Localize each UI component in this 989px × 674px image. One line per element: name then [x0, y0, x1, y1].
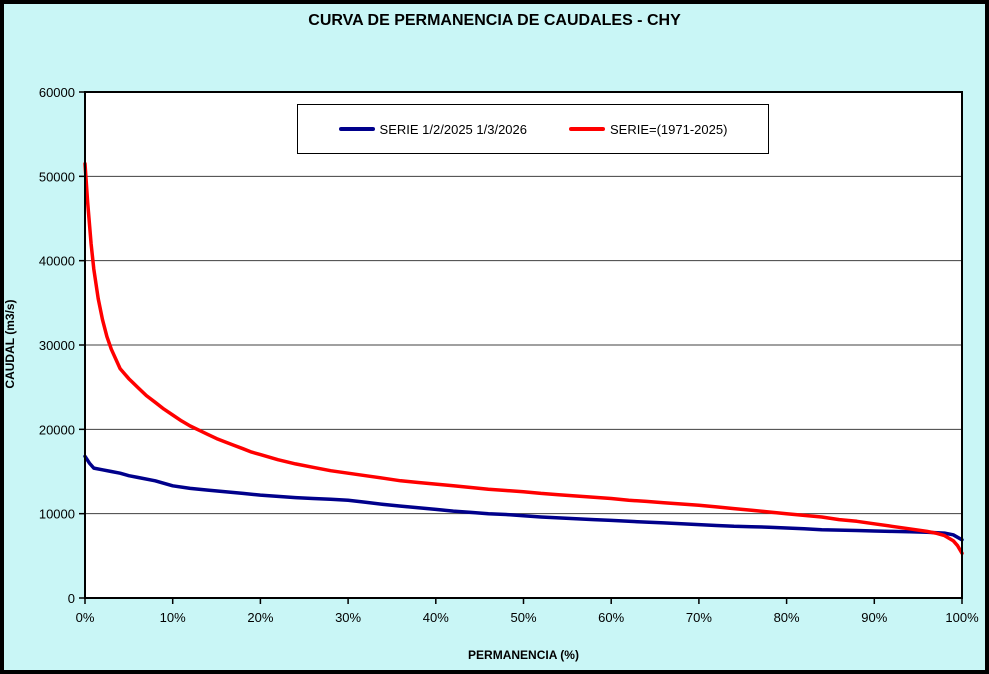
legend-entry: SERIE=(1971-2025) — [569, 122, 727, 137]
y-axis-title: CAUDAL (m3/s) — [3, 299, 17, 389]
x-tick-label: 40% — [423, 610, 449, 625]
chart-title: CURVA DE PERMANENCIA DE CAUDALES - CHY — [308, 12, 681, 29]
y-tick-label: 10000 — [39, 507, 75, 522]
x-tick-label: 20% — [247, 610, 273, 625]
series-line — [83, 454, 964, 542]
x-tick-label: 10% — [160, 610, 186, 625]
legend-line-sample — [569, 127, 605, 131]
x-tick-label: 80% — [774, 610, 800, 625]
legend: SERIE 1/2/2025 1/3/2026 SERIE=(1971-2025) — [297, 104, 769, 154]
y-tick-label: 30000 — [39, 338, 75, 353]
y-tick-label: 20000 — [39, 422, 75, 437]
x-tick-label: 60% — [598, 610, 624, 625]
x-tick-label: 50% — [510, 610, 536, 625]
legend-line-sample — [338, 127, 375, 131]
y-tick-label: 60000 — [39, 85, 75, 100]
y-tick-label: 40000 — [39, 254, 75, 269]
series-line — [83, 161, 964, 556]
x-tick-label: 100% — [945, 610, 979, 625]
x-tick-label: 30% — [335, 610, 361, 625]
y-tick-label: 0 — [68, 591, 75, 606]
legend-label: SERIE=(1971-2025) — [610, 121, 728, 137]
legend-label: SERIE 1/2/2025 1/3/2026 — [379, 121, 527, 137]
x-tick-label: 70% — [686, 610, 712, 625]
legend-entry: SERIE 1/2/2025 1/3/2026 — [338, 121, 527, 137]
plot-border — [84, 91, 963, 599]
y-tick-label: 50000 — [39, 169, 75, 184]
x-tick-label: 90% — [861, 610, 887, 625]
x-tick-label: 0% — [76, 610, 95, 625]
x-axis-title: PERMANENCIA (%) — [468, 648, 579, 662]
